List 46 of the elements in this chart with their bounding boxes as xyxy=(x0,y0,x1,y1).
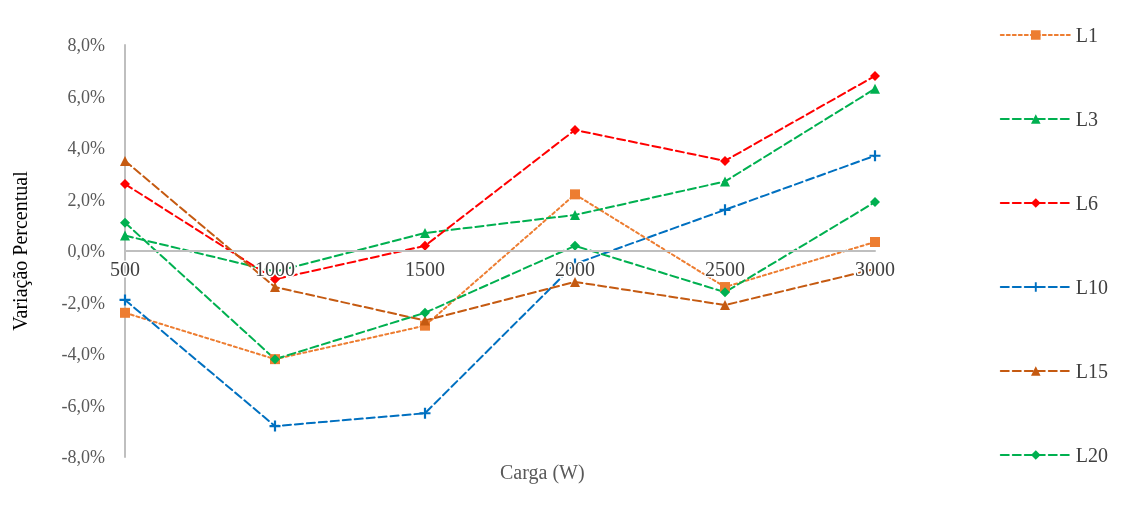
point xyxy=(120,155,130,166)
point xyxy=(870,70,880,81)
point xyxy=(720,155,730,166)
legend-label: L15 xyxy=(1075,360,1108,382)
point xyxy=(120,217,130,228)
point xyxy=(570,209,580,220)
point xyxy=(570,240,580,251)
point xyxy=(570,124,580,135)
point xyxy=(270,282,280,293)
point xyxy=(720,176,730,187)
x-tick-label: 1500 xyxy=(405,258,445,280)
legend-label: L10 xyxy=(1075,276,1108,298)
y-tick-label: -4,0% xyxy=(61,344,105,364)
point xyxy=(419,407,431,419)
point xyxy=(420,227,430,238)
y-tick-label: 0,0% xyxy=(67,241,105,261)
point xyxy=(720,287,730,298)
y-tick-label: -2,0% xyxy=(61,292,105,313)
point xyxy=(719,204,731,216)
legend-label: L1 xyxy=(1075,24,1098,46)
x-tick-label: 500 xyxy=(110,258,140,280)
point xyxy=(720,300,730,311)
y-tick-label: 6,0% xyxy=(67,86,105,107)
point xyxy=(269,420,281,432)
y-tick-label: 8,0% xyxy=(67,35,105,55)
x-tick-label: 2500 xyxy=(705,258,745,280)
y-tick-label: 4,0% xyxy=(67,138,105,158)
point xyxy=(870,197,880,208)
point xyxy=(570,189,580,200)
point xyxy=(120,179,130,190)
legend-label: L6 xyxy=(1075,192,1098,214)
point xyxy=(870,83,880,94)
point xyxy=(119,294,131,306)
point xyxy=(870,236,880,247)
point xyxy=(420,240,430,251)
y-tick-label: -8,0% xyxy=(61,447,105,467)
y-axis-title: Variação Percentual xyxy=(9,170,32,331)
point xyxy=(420,307,430,318)
y-tick-label: -6,0% xyxy=(61,395,105,416)
legend-label: L20 xyxy=(1075,444,1108,466)
legend-label: L3 xyxy=(1075,108,1098,130)
x-axis-title: Carga (W) xyxy=(500,461,585,484)
point xyxy=(869,150,881,162)
y-tick-label: 2,0% xyxy=(67,189,105,210)
point xyxy=(120,230,130,241)
point xyxy=(120,307,130,318)
